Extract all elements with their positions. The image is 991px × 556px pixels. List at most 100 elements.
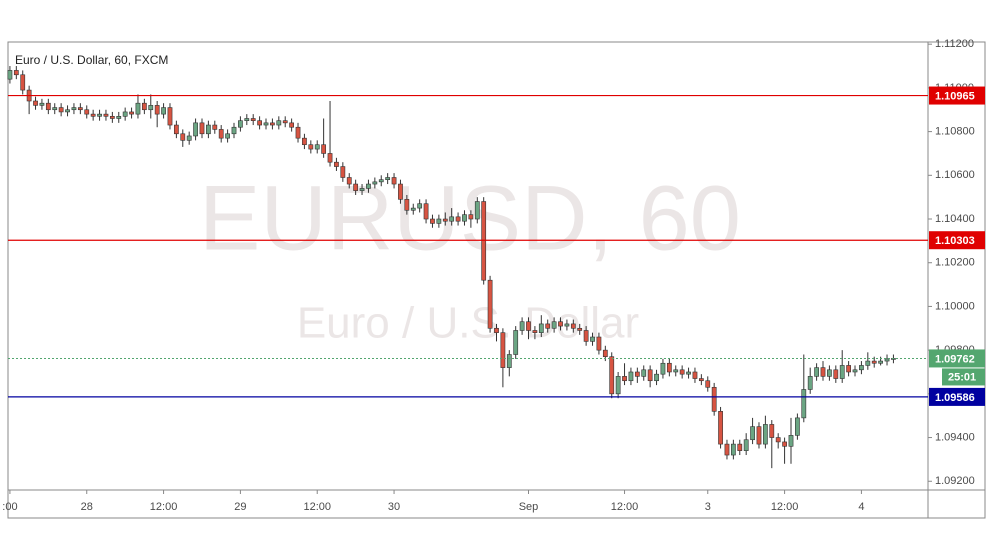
candle-body	[865, 360, 871, 366]
candle-body	[673, 369, 679, 373]
candle-body	[45, 102, 51, 111]
candle-body	[199, 122, 205, 135]
y-tick-label: 1.09400	[935, 431, 975, 443]
candle-body	[577, 327, 583, 331]
countdown-label: 25:01	[948, 371, 976, 383]
candle-body	[71, 107, 77, 111]
candle-body	[519, 321, 525, 331]
candle-body	[430, 218, 435, 224]
candle-body	[289, 122, 294, 128]
candle-body	[135, 102, 141, 115]
candle-body	[737, 443, 743, 451]
x-tick-label: 30	[388, 501, 400, 513]
candle-body	[13, 70, 19, 76]
candle-body	[442, 218, 448, 222]
candle-body	[52, 107, 58, 111]
candle-body	[308, 144, 314, 150]
candle-body	[743, 439, 749, 451]
candle-body	[711, 386, 717, 412]
candle-body	[884, 358, 890, 362]
candle-body	[481, 201, 487, 281]
y-tick-label: 1.10800	[935, 126, 975, 138]
candle-body	[385, 177, 391, 180]
candle-body	[820, 367, 826, 377]
candle-body	[846, 365, 851, 373]
candle-body	[654, 373, 659, 382]
candle-body	[570, 323, 576, 329]
candle-body	[372, 181, 378, 185]
candle-body	[769, 424, 775, 438]
candle-body	[206, 124, 211, 135]
candle-body	[551, 321, 557, 329]
candle-body	[686, 371, 691, 375]
candle-body	[763, 424, 768, 445]
candle-body	[218, 129, 224, 139]
x-tick-label: 29	[234, 501, 246, 513]
candle-body	[97, 113, 102, 117]
candle-body	[532, 330, 538, 333]
candle-body	[173, 124, 179, 135]
level-tag	[929, 387, 985, 406]
candle-body	[564, 323, 570, 327]
candle-body	[660, 362, 666, 375]
y-tick-label: 1.10000	[935, 300, 975, 312]
candle-body	[122, 111, 128, 117]
candle-body	[795, 417, 800, 436]
y-tick-label: 1.09200	[935, 475, 975, 487]
candle-body	[263, 122, 269, 126]
candle-body	[193, 122, 198, 137]
candle-body	[705, 380, 711, 388]
candle-body	[302, 137, 307, 146]
candle-body	[487, 279, 493, 329]
candle-body	[282, 120, 288, 124]
y-tick-label: 1.10200	[935, 257, 975, 269]
level-label: 1.10303	[935, 235, 975, 247]
candle-body	[474, 201, 480, 220]
candle-body	[378, 179, 384, 183]
candle-body	[327, 153, 333, 163]
candle-body	[141, 102, 147, 111]
candle-body	[596, 336, 602, 351]
candle-body	[839, 365, 845, 379]
candle-body	[750, 426, 755, 441]
chart-title: Euro / U.S. Dollar, 60, FXCM	[15, 53, 168, 67]
candle-body	[628, 371, 634, 382]
level-tag	[929, 86, 985, 105]
candle-body	[679, 369, 685, 375]
candle-body	[154, 105, 160, 115]
y-tick-label: 1.10600	[935, 169, 975, 181]
candle-body	[167, 107, 173, 126]
level-label: 1.10965	[935, 90, 975, 102]
level-label: 1.09586	[935, 392, 975, 404]
candle-body	[827, 369, 832, 377]
candle-body	[775, 437, 781, 443]
candle-body	[526, 321, 531, 331]
x-tick-label: Sep	[519, 501, 539, 513]
candle-body	[90, 113, 96, 117]
candle-body	[641, 369, 647, 377]
candle-body	[583, 330, 589, 342]
candle-body	[84, 109, 90, 115]
candle-body	[65, 109, 70, 113]
candle-body	[506, 354, 512, 368]
candle-body	[404, 199, 410, 211]
y-tick-label: 1.11200	[935, 38, 974, 50]
candle-body	[788, 435, 794, 447]
candle-body	[878, 360, 884, 364]
x-tick-label: 12:00	[150, 501, 178, 513]
candle-body	[20, 74, 26, 91]
candle-body	[186, 135, 192, 141]
candle-body	[103, 113, 109, 117]
candle-body	[558, 321, 563, 327]
candle-body	[602, 349, 608, 357]
candle-body	[148, 105, 154, 111]
candle-body	[807, 376, 813, 390]
candle-body	[730, 443, 736, 456]
candle-body	[244, 118, 250, 121]
x-tick-label: 4	[858, 501, 864, 513]
candle-body	[58, 107, 64, 113]
candle-body	[782, 441, 787, 447]
y-tick-label: 1.10400	[935, 213, 975, 225]
x-tick-label: 12:00	[611, 501, 639, 513]
candle-body	[231, 126, 237, 135]
